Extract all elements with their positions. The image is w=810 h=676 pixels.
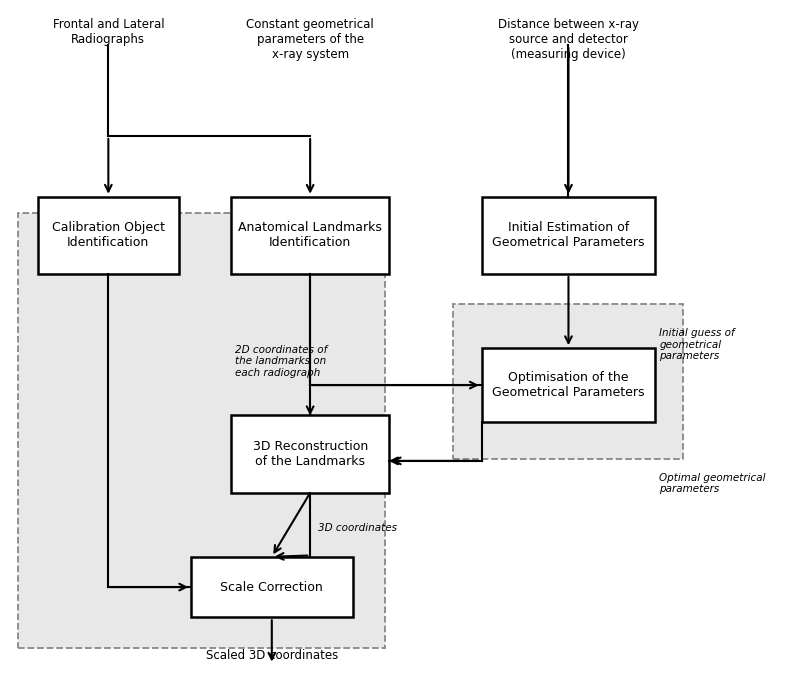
Text: Initial guess of
geometrical
parameters: Initial guess of geometrical parameters (659, 328, 735, 361)
Text: Distance between x-ray
source and detector
(measuring device): Distance between x-ray source and detect… (498, 18, 639, 62)
FancyBboxPatch shape (191, 557, 352, 617)
Text: Scaled 3D coordinates: Scaled 3D coordinates (206, 649, 338, 662)
FancyBboxPatch shape (232, 197, 389, 274)
Text: Constant geometrical
parameters of the
x-ray system: Constant geometrical parameters of the x… (246, 18, 374, 62)
Text: 2D coordinates of
the landmarks on
each radiograph: 2D coordinates of the landmarks on each … (236, 345, 328, 378)
Text: Initial Estimation of
Geometrical Parameters: Initial Estimation of Geometrical Parame… (492, 221, 645, 249)
FancyBboxPatch shape (482, 348, 655, 422)
Text: Scale Correction: Scale Correction (220, 581, 323, 594)
FancyBboxPatch shape (18, 214, 385, 648)
Text: Frontal and Lateral
Radiographs: Frontal and Lateral Radiographs (53, 18, 164, 46)
FancyBboxPatch shape (454, 304, 684, 459)
Text: 3D coordinates: 3D coordinates (318, 523, 397, 533)
FancyBboxPatch shape (232, 416, 389, 493)
Text: Optimisation of the
Geometrical Parameters: Optimisation of the Geometrical Paramete… (492, 371, 645, 399)
Text: Anatomical Landmarks
Identification: Anatomical Landmarks Identification (238, 221, 382, 249)
Text: 3D Reconstruction
of the Landmarks: 3D Reconstruction of the Landmarks (253, 440, 368, 468)
FancyBboxPatch shape (482, 197, 655, 274)
Text: Calibration Object
Identification: Calibration Object Identification (52, 221, 165, 249)
Text: Optimal geometrical
parameters: Optimal geometrical parameters (659, 473, 765, 494)
FancyBboxPatch shape (38, 197, 179, 274)
